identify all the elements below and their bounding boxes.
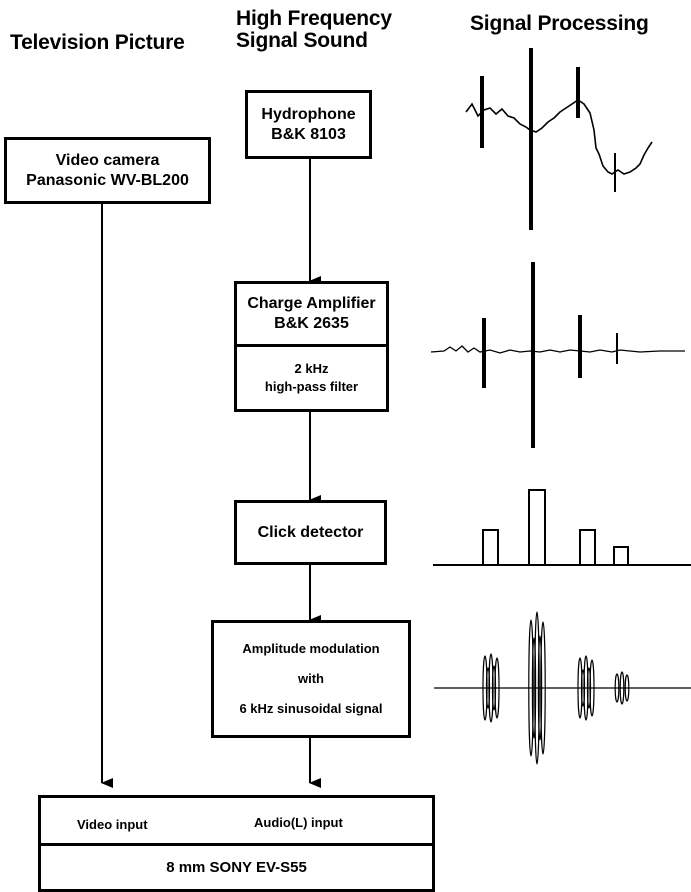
charge-amplifier-box: Charge Amplifier B&K 2635 2 kHz high-pas… — [234, 281, 389, 412]
video-input-label: Video input — [77, 817, 148, 832]
click-detector-label: Click detector — [257, 523, 364, 541]
modulated-output-waveform — [434, 611, 691, 765]
header-high-frequency-signal-sound: High Frequency Signal Sound — [236, 8, 392, 52]
recorder-model: 8 mm SONY EV-S55 — [166, 859, 307, 876]
hydrophone-model: B&K 8103 — [271, 125, 346, 143]
burst-2 — [528, 611, 546, 765]
recorder-inputs-row: Video input Audio(L) input — [41, 798, 432, 846]
audio-input-label: Audio(L) input — [254, 815, 343, 830]
hydrophone-label: Hydrophone — [261, 105, 356, 123]
header-high-frequency-line2: Signal Sound — [236, 29, 368, 52]
filter-frequency: 2 kHz — [294, 361, 329, 376]
burst-1 — [482, 653, 500, 723]
modulation-signal: 6 kHz sinusoidal signal — [239, 701, 383, 716]
charge-amplifier-model: B&K 2635 — [274, 315, 349, 332]
header-television-picture: Television Picture — [10, 31, 185, 54]
detector-pulse-1 — [482, 529, 499, 566]
click-detector-box: Click detector — [234, 500, 387, 565]
click-detector-output — [433, 489, 691, 566]
burst-3 — [577, 655, 595, 721]
header-signal-processing: Signal Processing — [470, 12, 649, 35]
filtered-waveform — [430, 262, 685, 448]
video-camera-label: Video camera — [55, 151, 160, 169]
detector-pulse-3 — [579, 529, 596, 566]
video-camera-model: Panasonic WV-BL200 — [26, 171, 189, 189]
detector-pulse-4 — [613, 546, 629, 566]
hydrophone-box: Hydrophone B&K 8103 — [245, 90, 372, 159]
recorder-box: Video input Audio(L) input 8 mm SONY EV-… — [38, 795, 435, 892]
burst-4 — [614, 671, 630, 705]
filter-type: high-pass filter — [264, 379, 359, 394]
detector-pulse-2 — [528, 489, 546, 566]
amplitude-modulation-box: Amplitude modulation with 6 kHz sinusoid… — [211, 620, 411, 738]
high-pass-filter-section: 2 kHz high-pass filter — [237, 347, 386, 409]
charge-amplifier-section: Charge Amplifier B&K 2635 — [237, 284, 386, 347]
charge-amplifier-label: Charge Amplifier — [247, 295, 376, 312]
modulation-with: with — [298, 671, 324, 686]
header-high-frequency-line1: High Frequency — [236, 7, 392, 30]
modulation-label: Amplitude modulation — [242, 641, 380, 656]
video-camera-box: Video camera Panasonic WV-BL200 — [4, 137, 211, 204]
raw-hydrophone-waveform — [465, 48, 653, 230]
